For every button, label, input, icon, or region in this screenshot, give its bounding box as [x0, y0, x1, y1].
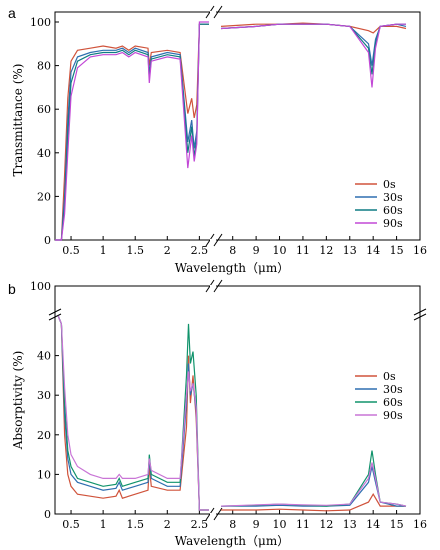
series-line-30s [57, 315, 209, 511]
legend-label: 0s [383, 370, 396, 383]
series-line-0s [57, 315, 209, 511]
x-tick-label: 2 [164, 244, 171, 257]
x-tick-label: 8 [229, 518, 236, 531]
x-tick-label: 9 [253, 244, 260, 257]
x-tick-label: 1 [100, 518, 107, 531]
y-tick-label: 40 [37, 147, 51, 160]
panel-b-label: b [8, 281, 16, 297]
x-tick-label: 13 [343, 518, 357, 531]
series-line-60s [55, 23, 209, 241]
legend-label: 60s [383, 204, 403, 217]
series-line-30s [221, 466, 406, 507]
panel-b-plot: 0 10 20 30 40 100 0.5 1 1.5 2 2.5 8 9 10 11 12 13 14 15 16 0… [30, 279, 427, 531]
legend-label: 60s [383, 396, 403, 409]
y-tick-label: 0 [44, 234, 51, 247]
panel-a-label: a [8, 5, 16, 21]
y-break-mark [48, 313, 62, 321]
y-tick-label: 60 [37, 103, 51, 116]
y-tick-label: 100 [30, 280, 51, 293]
x-tick-label: 1.5 [126, 518, 144, 531]
series-line-90s [220, 462, 407, 507]
x-tick-label: 11 [296, 518, 310, 531]
series-line-90s [220, 23, 406, 88]
x-tick-label: 16 [413, 518, 427, 531]
legend-label: 90s [383, 217, 403, 230]
x-tick-label: 11 [296, 244, 310, 257]
x-tick-label: 15 [390, 244, 404, 257]
y-break-mark [48, 308, 62, 316]
x-tick-label: 0.5 [62, 244, 80, 257]
x-tick-label: 14 [366, 244, 380, 257]
x-break-mark [213, 279, 223, 293]
x-tick-label: 10 [273, 244, 287, 257]
x-tick-label: 15 [390, 518, 404, 531]
series-line-90s [57, 315, 209, 511]
series-line-0s [221, 493, 406, 512]
series-line-60s [57, 315, 209, 511]
legend-label: 30s [383, 383, 403, 396]
legend-label: 90s [383, 409, 403, 422]
x-tick-label: 2.5 [191, 518, 209, 531]
x-tick-label: 2.5 [191, 244, 209, 257]
panel-b-ylabel: Absorptivity (%) [11, 351, 25, 451]
x-tick-label: 16 [413, 244, 427, 257]
series-line-60s [220, 23, 406, 75]
x-break-mark [213, 233, 223, 247]
x-tick-label: 12 [319, 244, 333, 257]
panel-a-ylabel: Transmittance (%) [11, 64, 25, 177]
series-line-30s [220, 23, 407, 66]
x-tick-label: 12 [319, 518, 333, 531]
x-tick-label: 1.5 [126, 244, 144, 257]
y-tick-label: 20 [37, 190, 51, 203]
y-tick-label: 40 [37, 350, 51, 363]
y-tick-label: 80 [37, 60, 51, 73]
x-break-gap-bottom [210, 239, 216, 241]
series-line-90s [55, 21, 209, 241]
x-break-mark [213, 507, 223, 521]
x-tick-label: 2 [164, 518, 171, 531]
x-break-gap-bottom [210, 513, 216, 515]
x-break-gap-top [210, 285, 216, 287]
x-tick-label: 9 [253, 518, 260, 531]
y-break-mark [413, 308, 427, 316]
panel-b-xlabel: Wavelength（μm） [175, 534, 289, 548]
y-tick-label: 30 [37, 389, 51, 402]
panel-a-frame [54, 11, 421, 241]
y-tick-label: 0 [44, 508, 51, 521]
panel-a-plot: 0 20 40 60 80 100 0.5 1 1.5 2 2.5 8 9 10 11 12 13 14 15 16 0… [30, 5, 427, 257]
panel-b-frame [54, 285, 421, 515]
x-tick-label: 13 [343, 244, 357, 257]
series-line-0s [55, 23, 209, 241]
x-tick-label: 10 [273, 518, 287, 531]
x-tick-label: 14 [366, 518, 380, 531]
y-tick-label: 10 [37, 468, 51, 481]
y-tick-label: 100 [30, 16, 51, 29]
y-tick-label: 20 [37, 429, 51, 442]
x-tick-label: 8 [229, 244, 236, 257]
legend-label: 0s [383, 178, 396, 191]
x-tick-label: 0.5 [62, 518, 80, 531]
x-tick-label: 1 [100, 244, 107, 257]
x-break-gap-top [210, 11, 216, 13]
legend-label: 30s [383, 191, 403, 204]
panel-a-xlabel: Wavelength（μm） [175, 261, 289, 275]
x-break-mark [213, 5, 223, 19]
y-break-mark [413, 313, 427, 321]
series-line-60s [220, 450, 407, 507]
